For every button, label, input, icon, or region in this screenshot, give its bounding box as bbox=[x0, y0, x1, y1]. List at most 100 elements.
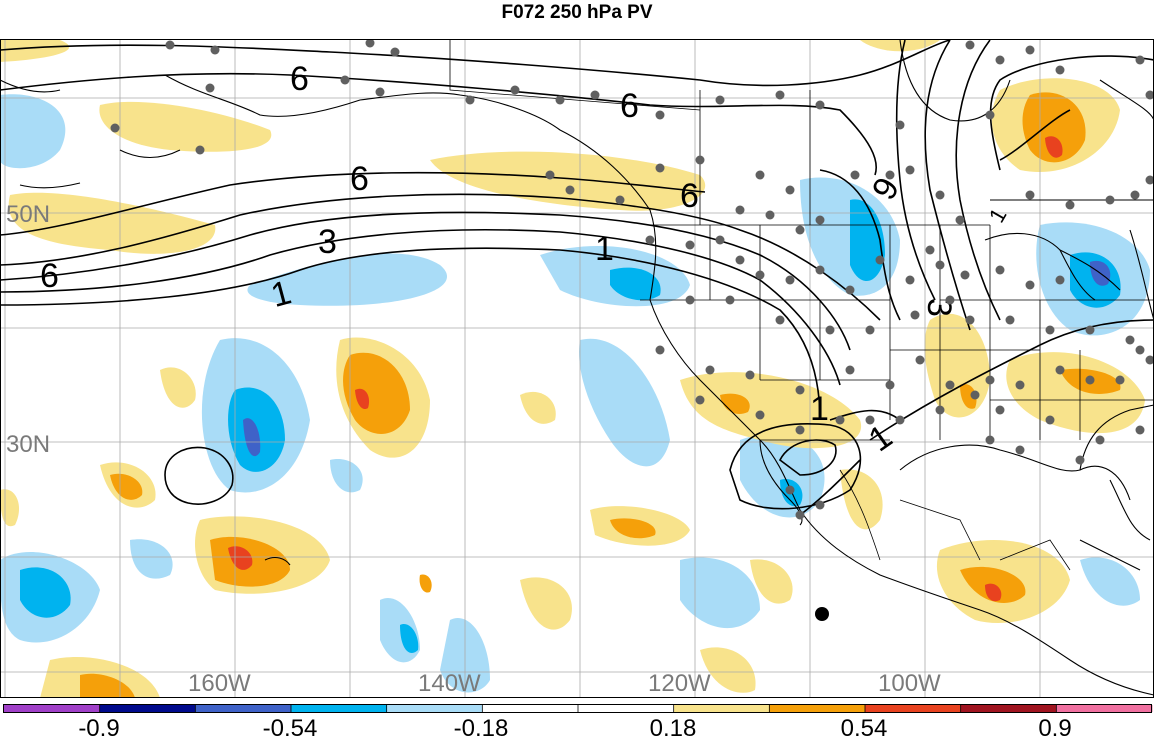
station-dot bbox=[955, 215, 965, 225]
station-dot bbox=[340, 75, 350, 85]
station-dot bbox=[615, 195, 625, 205]
station-dot bbox=[995, 55, 1005, 65]
station-dot bbox=[685, 295, 695, 305]
station-dot bbox=[945, 380, 955, 390]
station-dot bbox=[365, 39, 375, 48]
station-dot bbox=[705, 365, 715, 375]
station-dot bbox=[715, 235, 725, 245]
station-dot bbox=[795, 385, 805, 395]
station-dot bbox=[1015, 445, 1025, 455]
station-dot bbox=[1135, 345, 1145, 355]
station-dot bbox=[1145, 90, 1154, 100]
station-dot bbox=[785, 185, 795, 195]
station-dot bbox=[1045, 325, 1055, 335]
station-dot bbox=[655, 110, 665, 120]
graticule bbox=[0, 39, 1154, 698]
station-dot bbox=[755, 170, 765, 180]
station-dot bbox=[795, 225, 805, 235]
station-dot bbox=[865, 325, 875, 335]
station-dot bbox=[795, 425, 805, 435]
station-dot bbox=[755, 270, 765, 280]
station-dot bbox=[825, 325, 835, 335]
station-dot bbox=[995, 405, 1005, 415]
station-dot bbox=[645, 235, 655, 245]
station-dot bbox=[1005, 315, 1015, 325]
station-dot bbox=[510, 85, 520, 95]
station-dot bbox=[1025, 280, 1035, 290]
station-dot bbox=[565, 185, 575, 195]
station-dot bbox=[205, 83, 215, 93]
station-dot bbox=[765, 210, 775, 220]
station-dot bbox=[465, 95, 475, 105]
station-dot bbox=[195, 145, 205, 155]
pv-contours bbox=[0, 39, 1154, 516]
station-dot bbox=[795, 510, 805, 520]
station-dot bbox=[935, 190, 945, 200]
station-dot bbox=[1045, 415, 1055, 425]
station-dot bbox=[875, 255, 885, 265]
station-dot bbox=[555, 95, 565, 105]
station-dot bbox=[695, 155, 705, 165]
station-dot bbox=[745, 370, 755, 380]
station-dot bbox=[850, 170, 860, 180]
station-dot bbox=[925, 245, 935, 255]
station-dot bbox=[165, 40, 175, 50]
station-dot bbox=[945, 295, 955, 305]
station-dot bbox=[655, 345, 665, 355]
contour-label: 6 bbox=[680, 177, 699, 215]
station-dot bbox=[1025, 45, 1035, 55]
station-dot bbox=[1025, 190, 1035, 200]
station-dot bbox=[785, 275, 795, 285]
station-dot bbox=[590, 90, 600, 100]
lon-labels: 160W 140W 120W 100W bbox=[188, 670, 941, 697]
contour-label: 6 bbox=[40, 257, 59, 295]
lat-label-30n: 30N bbox=[6, 431, 50, 458]
coastlines bbox=[0, 39, 1154, 696]
station-dot bbox=[985, 435, 995, 445]
station-dot bbox=[785, 485, 795, 495]
marked-station bbox=[815, 607, 829, 621]
station-dot bbox=[735, 205, 745, 215]
positive-anomaly-fills-red bbox=[228, 136, 1063, 602]
contour-label: 3 bbox=[318, 223, 337, 261]
station-dot bbox=[1130, 190, 1140, 200]
contour-label: 6 bbox=[290, 60, 309, 98]
station-dot bbox=[695, 395, 705, 405]
station-dot bbox=[845, 285, 855, 295]
station-dot bbox=[965, 40, 975, 50]
contour-label: 1 bbox=[810, 390, 829, 428]
station-dot bbox=[885, 170, 895, 180]
station-dot bbox=[1125, 335, 1135, 345]
station-dot bbox=[985, 110, 995, 120]
station-dot bbox=[895, 120, 905, 130]
station-dot bbox=[715, 95, 725, 105]
station-dot bbox=[815, 265, 825, 275]
station-dot bbox=[1095, 435, 1105, 445]
lat-label-50n: 50N bbox=[6, 201, 50, 228]
station-dot bbox=[935, 260, 945, 270]
station-dot bbox=[1145, 355, 1154, 365]
station-dot bbox=[735, 255, 745, 265]
station-dot bbox=[985, 375, 995, 385]
station-dot bbox=[910, 310, 920, 320]
station-dot bbox=[885, 380, 895, 390]
observation-stations bbox=[110, 39, 1154, 520]
station-dot bbox=[995, 265, 1005, 275]
lon-label-160w: 160W bbox=[188, 670, 251, 697]
station-dot bbox=[1085, 375, 1095, 385]
station-dot bbox=[685, 240, 695, 250]
station-dot bbox=[865, 415, 875, 425]
contour-label: 1 bbox=[595, 230, 614, 268]
station-dot bbox=[1135, 425, 1145, 435]
contour-label: 6 bbox=[620, 87, 639, 125]
station-dot bbox=[815, 500, 825, 510]
station-dot bbox=[1115, 375, 1125, 385]
station-dot bbox=[815, 215, 825, 225]
station-dot bbox=[655, 163, 665, 173]
station-dot bbox=[1055, 365, 1065, 375]
station-dot bbox=[905, 275, 915, 285]
station-dot bbox=[965, 315, 975, 325]
station-dot bbox=[1055, 275, 1065, 285]
station-dot bbox=[1135, 55, 1145, 65]
